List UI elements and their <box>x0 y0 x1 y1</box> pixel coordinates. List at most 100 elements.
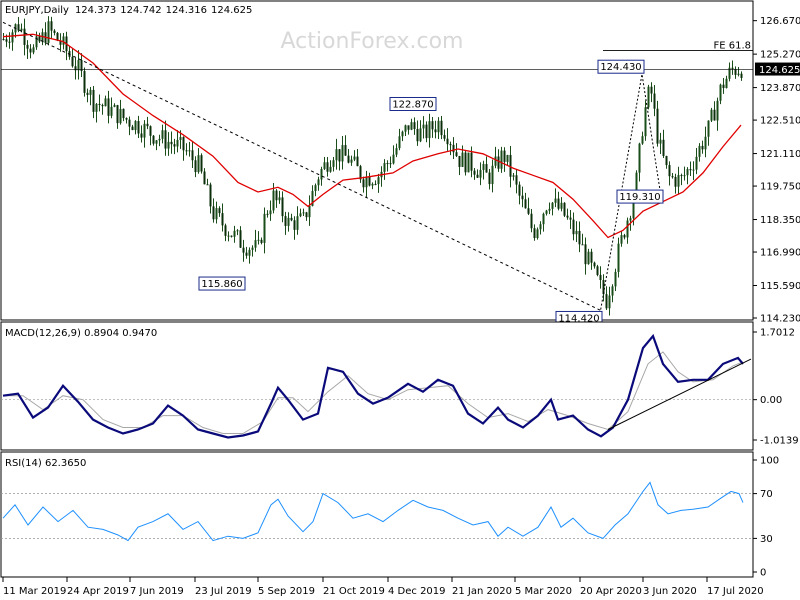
macd-line <box>2 333 744 439</box>
x-tick: 5 Mar 2020 <box>515 586 572 597</box>
candle <box>407 125 410 135</box>
candle <box>320 166 323 186</box>
candle <box>50 16 53 39</box>
candle <box>95 102 98 123</box>
price-y-tick: 122.510 <box>760 116 800 127</box>
candle <box>689 161 692 176</box>
candle <box>650 82 653 103</box>
candle <box>392 145 395 165</box>
x-tick: 21 Jan 2020 <box>452 586 512 597</box>
candle <box>83 67 86 97</box>
price-y-tick: 118.350 <box>760 215 800 226</box>
candle <box>275 189 278 208</box>
macd-y-axis: 1.7012 0.00 -1.0139 <box>753 328 799 447</box>
candle <box>140 125 143 143</box>
x-tick: 21 Oct 2019 <box>323 586 385 597</box>
candle <box>248 247 251 264</box>
candle <box>467 152 470 173</box>
candle <box>563 202 566 218</box>
swing-label-text: 115.860 <box>201 279 242 290</box>
candle <box>161 124 164 144</box>
candle <box>245 246 248 259</box>
candle <box>596 264 599 277</box>
rsi-y-tick: 30 <box>760 534 773 545</box>
macd-panel-title: MACD(12,26,9) 0.8904 0.9470 <box>5 328 157 339</box>
candle <box>152 135 155 146</box>
candle <box>230 235 233 238</box>
candle <box>203 168 206 185</box>
candle <box>149 125 152 146</box>
candle <box>296 206 299 235</box>
swing-label: 114.420 <box>555 310 603 325</box>
candle <box>128 116 131 136</box>
candle <box>611 284 614 303</box>
candle <box>233 225 236 243</box>
candle <box>326 157 329 177</box>
price-y-tick: 121.110 <box>760 149 800 160</box>
rsi-y-axis: 100 70 30 0 <box>753 456 779 579</box>
price-y-axis: 126.670 125.270 123.870 122.510 121.110 119.7… <box>753 16 800 325</box>
candle <box>362 176 365 193</box>
candle <box>344 135 347 156</box>
rsi-y-tick: 0 <box>760 568 766 579</box>
candle <box>347 149 350 164</box>
candle <box>17 16 20 33</box>
candle <box>254 229 257 252</box>
candle <box>107 90 110 124</box>
candle <box>137 115 140 138</box>
macd-y-tick: 0.00 <box>760 395 782 406</box>
swing-label: 122.870 <box>389 96 437 111</box>
candle <box>539 221 542 235</box>
candle <box>617 237 620 278</box>
candle <box>482 160 485 180</box>
candle <box>701 140 704 154</box>
candle <box>182 136 185 161</box>
candle <box>131 124 134 131</box>
candle <box>113 103 116 108</box>
candle <box>251 245 254 257</box>
candle <box>395 143 398 158</box>
candle <box>350 155 353 166</box>
candle <box>494 146 497 169</box>
candle <box>389 156 392 169</box>
price-y-tick: 123.870 <box>760 83 800 94</box>
price-y-tick: 125.270 <box>760 50 800 61</box>
candle <box>224 223 227 242</box>
candle <box>122 108 125 122</box>
x-axis: 11 Mar 2019 24 Apr 2019 7 Jun 2019 23 Jul 2… <box>2 577 764 597</box>
candle <box>698 143 701 162</box>
candle <box>299 208 302 218</box>
x-tick: 24 Apr 2019 <box>67 586 129 597</box>
candle <box>707 120 710 146</box>
candle <box>332 156 335 172</box>
candle <box>371 182 374 190</box>
candle <box>644 100 647 141</box>
candle <box>587 248 590 265</box>
candle <box>527 197 530 215</box>
candle <box>422 116 425 139</box>
candle <box>11 29 14 51</box>
rsi-y-tick: 70 <box>760 489 773 500</box>
candle <box>518 181 521 205</box>
candle <box>353 150 356 162</box>
swing-label-text: 119.310 <box>619 192 660 203</box>
candle <box>323 157 326 171</box>
x-tick: 3 Jun 2020 <box>643 586 697 597</box>
candle <box>728 62 731 82</box>
candle <box>125 117 128 124</box>
candle <box>443 129 446 142</box>
candle <box>620 231 623 247</box>
candle <box>176 130 179 153</box>
candle <box>548 202 551 215</box>
candle <box>167 132 170 156</box>
candle <box>593 261 596 269</box>
candle <box>26 40 29 59</box>
candle <box>542 212 545 232</box>
candle <box>221 203 224 232</box>
candle <box>431 117 434 138</box>
candle <box>674 173 677 194</box>
candle <box>578 221 581 253</box>
candle <box>293 216 296 240</box>
swing-dotted-line <box>599 74 662 314</box>
